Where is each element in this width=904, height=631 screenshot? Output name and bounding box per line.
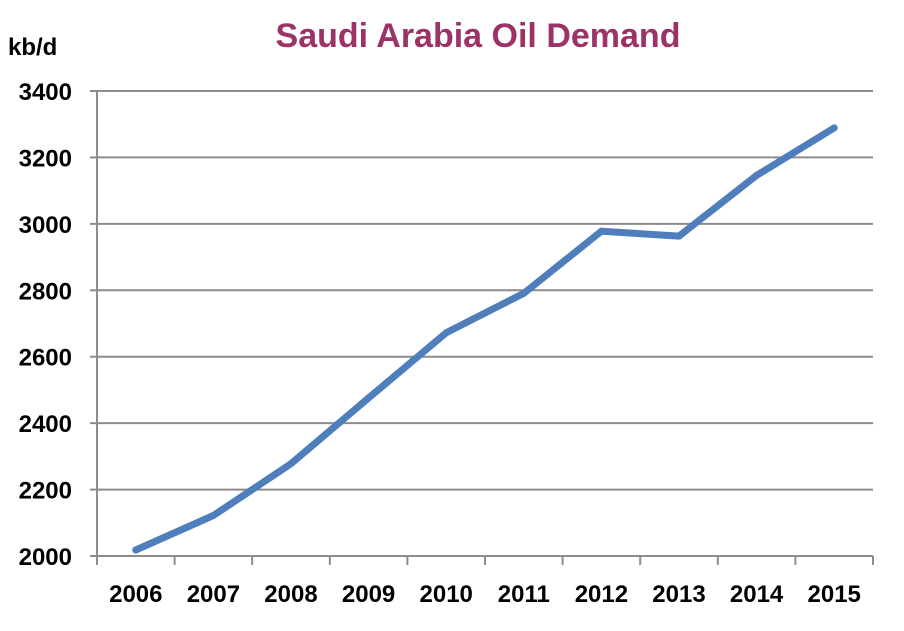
y-tick-label: 2000 bbox=[19, 544, 72, 571]
x-tick-label: 2012 bbox=[575, 581, 628, 608]
x-tick-labels: 2006 2007 2008 2009 2010 2011 2012 2013 2014 2015 bbox=[109, 581, 861, 608]
gridlines bbox=[97, 90, 873, 491]
y-tick-label: 2400 bbox=[19, 411, 72, 438]
x-tick-label: 2007 bbox=[187, 581, 240, 608]
data-point bbox=[209, 511, 217, 519]
y-tick-label: 2800 bbox=[19, 278, 72, 305]
x-tick-label: 2006 bbox=[109, 581, 162, 608]
y-axis-label: kb/d bbox=[8, 34, 57, 61]
axes bbox=[90, 90, 874, 565]
data-point bbox=[132, 546, 140, 554]
data-point bbox=[365, 394, 373, 402]
data-point bbox=[287, 460, 295, 468]
data-point bbox=[597, 227, 605, 235]
series-line bbox=[132, 124, 838, 554]
x-tick-label: 2011 bbox=[498, 581, 550, 608]
y-tick-labels: 2000 2200 2400 2600 2800 3000 3200 3400 bbox=[19, 79, 72, 571]
data-point bbox=[830, 124, 838, 132]
y-tick-label: 3000 bbox=[19, 212, 72, 239]
x-tick-label: 2009 bbox=[342, 581, 395, 608]
data-point bbox=[520, 289, 528, 297]
data-point bbox=[442, 329, 450, 337]
chart-title: Saudi Arabia Oil Demand bbox=[276, 17, 681, 55]
x-tick-label: 2013 bbox=[652, 581, 705, 608]
data-point bbox=[675, 232, 683, 240]
x-tick-label: 2010 bbox=[420, 581, 473, 608]
data-point bbox=[753, 171, 761, 179]
series-layer bbox=[132, 124, 838, 554]
x-tick-label: 2014 bbox=[730, 581, 784, 608]
x-tick-label: 2015 bbox=[808, 581, 861, 608]
x-tick-label: 2008 bbox=[264, 581, 317, 608]
y-tick-label: 2200 bbox=[19, 478, 72, 505]
y-tick-label: 2600 bbox=[19, 345, 72, 372]
y-tick-label: 3200 bbox=[19, 145, 72, 172]
y-tick-label: 3400 bbox=[19, 79, 72, 106]
